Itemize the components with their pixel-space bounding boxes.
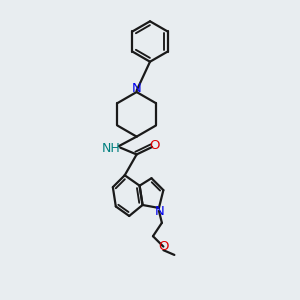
Text: O: O [158,240,169,253]
Text: N: N [155,205,165,218]
Text: NH: NH [102,142,121,155]
Text: O: O [149,139,160,152]
Text: N: N [132,82,142,95]
